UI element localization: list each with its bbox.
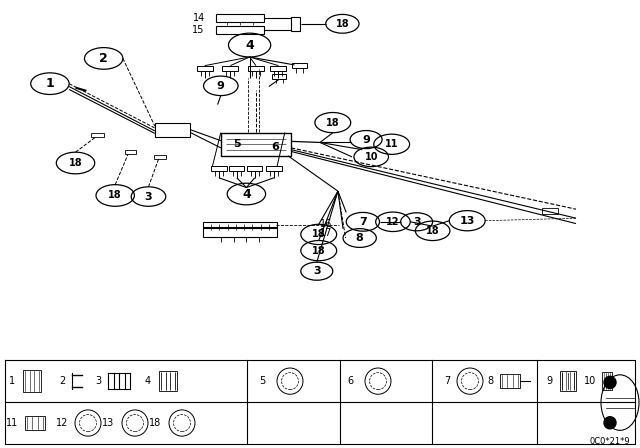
Text: 5: 5: [259, 376, 265, 386]
Text: 12: 12: [56, 418, 68, 428]
Bar: [25, 416, 45, 430]
Text: 3: 3: [413, 217, 420, 227]
Text: 13: 13: [102, 418, 114, 428]
Bar: [216, 26, 264, 34]
Text: 1: 1: [45, 77, 54, 90]
Text: 5: 5: [233, 139, 241, 149]
Text: 17: 17: [320, 228, 332, 238]
Text: 18: 18: [312, 246, 326, 256]
Text: 10: 10: [364, 152, 378, 162]
Text: 3: 3: [145, 192, 152, 202]
Bar: [543, 208, 558, 214]
Bar: [560, 371, 576, 391]
Bar: [247, 166, 262, 172]
Bar: [500, 374, 520, 388]
Circle shape: [604, 417, 616, 429]
Text: 0C0*21*9: 0C0*21*9: [589, 437, 630, 446]
Bar: [266, 166, 282, 172]
Bar: [91, 133, 104, 137]
Bar: [270, 66, 287, 71]
Text: 7: 7: [444, 376, 450, 386]
Text: 18: 18: [326, 118, 340, 128]
Text: 9: 9: [362, 134, 370, 145]
Bar: [154, 155, 166, 159]
Bar: [291, 17, 301, 31]
Bar: [204, 222, 276, 228]
Text: 8: 8: [356, 233, 364, 243]
Text: 16: 16: [320, 220, 332, 229]
Text: 3: 3: [95, 376, 101, 386]
Text: 13: 13: [460, 215, 475, 226]
Text: 4: 4: [242, 188, 251, 201]
Text: 18: 18: [149, 418, 161, 428]
Bar: [602, 372, 612, 390]
Text: 6: 6: [347, 376, 353, 386]
Bar: [125, 150, 136, 155]
Text: 1: 1: [9, 376, 15, 386]
Bar: [23, 370, 41, 392]
Text: 9: 9: [546, 376, 552, 386]
Text: 18: 18: [426, 226, 440, 236]
Text: 14: 14: [193, 13, 205, 23]
Text: 3: 3: [313, 266, 321, 276]
Bar: [272, 74, 286, 79]
Bar: [204, 227, 276, 237]
Text: 12: 12: [386, 217, 400, 227]
Bar: [197, 66, 212, 71]
Text: 6: 6: [271, 142, 279, 152]
Bar: [292, 63, 307, 69]
Text: 18: 18: [108, 190, 122, 200]
Bar: [216, 14, 264, 22]
Text: 2: 2: [99, 52, 108, 65]
Text: 4: 4: [145, 376, 151, 386]
Text: 8: 8: [487, 376, 493, 386]
Bar: [221, 133, 291, 156]
Text: 18: 18: [68, 158, 83, 168]
Bar: [248, 66, 264, 71]
Text: 10: 10: [584, 376, 596, 386]
Text: 11: 11: [6, 418, 18, 428]
Text: 11: 11: [385, 139, 399, 149]
Circle shape: [604, 376, 616, 388]
Text: 7: 7: [359, 217, 367, 227]
Text: 15: 15: [193, 25, 205, 34]
Text: 9: 9: [217, 81, 225, 91]
Bar: [229, 166, 244, 172]
Bar: [223, 66, 238, 71]
Bar: [159, 371, 177, 391]
Text: 4: 4: [245, 39, 254, 52]
Bar: [156, 123, 191, 137]
Text: 18: 18: [312, 229, 326, 239]
Text: 18: 18: [335, 19, 349, 29]
Bar: [211, 166, 227, 172]
Text: 2: 2: [59, 376, 65, 386]
